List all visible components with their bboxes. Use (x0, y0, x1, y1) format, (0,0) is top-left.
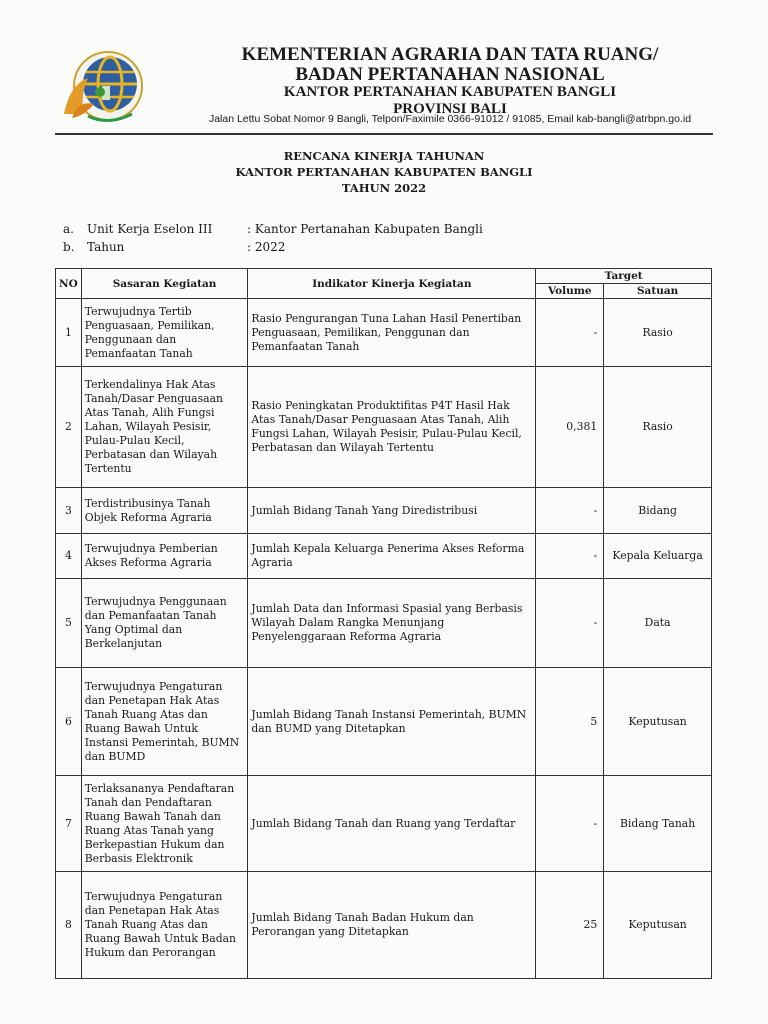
cell-indikator: Rasio Peningkatan Produktifitas P4T Hasi… (247, 366, 537, 488)
cell-sasaran: Terwujudnya Penggunaan dan Pemanfaatan T… (80, 578, 249, 668)
table-row: 8 Terwujudnya Pengaturan dan Penetapan Ha… (55, 871, 712, 979)
cell-sasaran: Terwujudnya Tertib Penguasaan, Pemilikan… (80, 298, 249, 367)
table-row: 1 Terwujudnya Tertib Penguasaan, Pemilika… (55, 298, 712, 367)
cell-indikator: Jumlah Kepala Keluarga Penerima Akses Re… (247, 533, 537, 579)
cell-volume: - (535, 487, 605, 534)
meta-label: Unit Kerja Eselon III (87, 222, 213, 236)
cell-sasaran: Terwujudnya Pemberian Akses Reforma Agra… (80, 533, 249, 579)
cell-satuan: Bidang (603, 487, 712, 534)
cell-no: 6 (55, 667, 82, 776)
cell-sasaran: Terlaksananya Pendaftaran Tanah dan Pend… (80, 775, 249, 872)
cell-volume: - (535, 578, 605, 668)
table-row: 4 Terwujudnya Pemberian Akses Reforma Agr… (55, 533, 712, 579)
cell-sasaran: Terwujudnya Pengaturan dan Penetapan Hak… (80, 667, 249, 776)
header-sasaran: Sasaran Kegiatan (80, 268, 249, 299)
header-satuan: Satuan (603, 283, 712, 299)
office-name: KANTOR PERTANAHAN KABUPATEN BANGLI (283, 84, 617, 100)
cell-indikator: Rasio Pengurangan Tuna Lahan Hasil Pener… (247, 298, 537, 367)
meta-value: : Kantor Pertanahan Kabupaten Bangli (247, 222, 483, 236)
header-divider (55, 133, 713, 135)
table-row: 7 Terlaksananya Pendaftaran Tanah dan Pen… (55, 775, 712, 872)
cell-satuan: Data (603, 578, 712, 668)
cell-volume: 0,381 (535, 366, 605, 488)
cell-no: 8 (55, 871, 82, 979)
atr-bpn-logo (64, 51, 143, 122)
cell-no: 3 (55, 487, 82, 534)
cell-sasaran: Terwujudnya Pengaturan dan Penetapan Hak… (80, 871, 249, 979)
meta-letter: a. (63, 222, 74, 236)
cell-satuan: Kepala Keluarga (603, 533, 712, 579)
cell-volume: 5 (535, 667, 605, 776)
cell-satuan: Rasio (603, 366, 712, 488)
ministry-name: KEMENTERIAN AGRARIA DAN TATA RUANG/ (241, 44, 659, 65)
cell-satuan: Bidang Tanah (603, 775, 712, 872)
header-indikator: Indikator Kinerja Kegiatan (247, 268, 537, 299)
cell-volume: - (535, 298, 605, 367)
table-row: 2 Terkendalinya Hak Atas Tanah/Dasar Peng… (55, 366, 712, 488)
header-target: Target (535, 268, 712, 284)
cell-satuan: Rasio (603, 298, 712, 367)
cell-sasaran: Terdistribusinya Tanah Objek Reforma Agr… (80, 487, 249, 534)
cell-volume: 25 (535, 871, 605, 979)
cell-no: 7 (55, 775, 82, 872)
meta-letter: b. (63, 240, 75, 254)
meta-label: Tahun (87, 240, 125, 254)
header-volume: Volume (535, 283, 605, 299)
cell-indikator: Jumlah Bidang Tanah dan Ruang yang Terda… (247, 775, 537, 872)
cell-volume: - (535, 775, 605, 872)
cell-no: 4 (55, 533, 82, 579)
office-address: Jalan Lettu Sobat Nomor 9 Bangli, Telpon… (208, 113, 692, 125)
cell-no: 2 (55, 366, 82, 488)
cell-volume: - (535, 533, 605, 579)
cell-satuan: Keputusan (603, 871, 712, 979)
cell-no: 1 (55, 298, 82, 367)
doc-title: RENCANA KINERJA TAHUNAN (283, 149, 485, 163)
table-row: 3 Terdistribusinya Tanah Objek Reforma Ag… (55, 487, 712, 534)
agency-name: BADAN PERTANAHAN NASIONAL (295, 64, 605, 85)
table-row: 5 Terwujudnya Penggunaan dan Pemanfaatan … (55, 578, 712, 668)
cell-indikator: Jumlah Bidang Tanah Yang Diredistribusi (247, 487, 537, 534)
doc-year: TAHUN 2022 (341, 181, 427, 195)
table-row: 6 Terwujudnya Pengaturan dan Penetapan Ha… (55, 667, 712, 776)
doc-subtitle: KANTOR PERTANAHAN KABUPATEN BANGLI (235, 165, 533, 179)
cell-indikator: Jumlah Data dan Informasi Spasial yang B… (247, 578, 537, 668)
cell-no: 5 (55, 578, 82, 668)
performance-table: NO Sasaran Kegiatan Indikator Kinerja Ke… (55, 268, 712, 979)
province-name: PROVINSI BALI (393, 101, 507, 117)
cell-sasaran: Terkendalinya Hak Atas Tanah/Dasar Pengu… (80, 366, 249, 488)
cell-indikator: Jumlah Bidang Tanah Instansi Pemerintah,… (247, 667, 537, 776)
cell-indikator: Jumlah Bidang Tanah Badan Hukum dan Pero… (247, 871, 537, 979)
cell-satuan: Keputusan (603, 667, 712, 776)
meta-value: : 2022 (247, 240, 286, 254)
header-no: NO (55, 268, 82, 299)
